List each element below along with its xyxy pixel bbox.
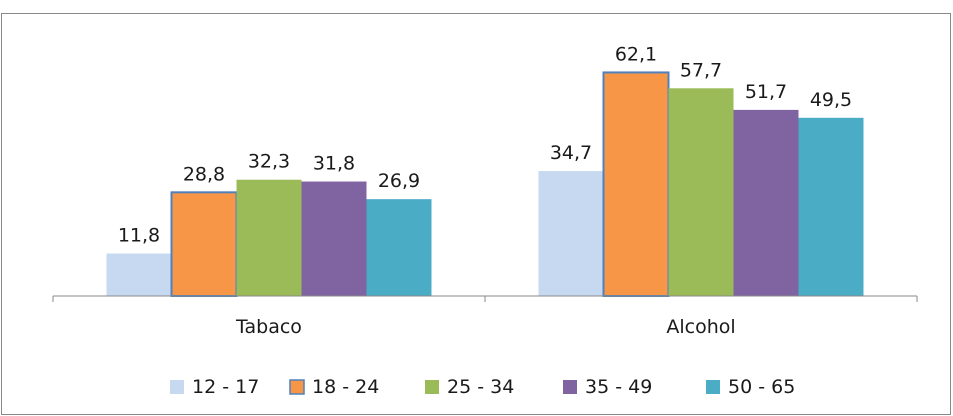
data-label: 49,5: [810, 89, 852, 111]
bar-alcohol-4: [798, 117, 864, 296]
legend-swatch: [425, 380, 439, 394]
category-label: Tabaco: [235, 316, 302, 338]
x-axis: Tabaco Alcohol: [52, 295, 918, 338]
legend-label: 25 - 34: [447, 376, 514, 398]
bar-alcohol-1: [602, 71, 670, 297]
bar-tabaco-1: [170, 191, 238, 298]
legend-label: 35 - 49: [585, 376, 652, 398]
bar-alcohol-0: [538, 171, 604, 296]
bar-tabaco-4: [366, 199, 432, 296]
legend-swatch: [289, 379, 305, 395]
legend-swatch: [706, 380, 720, 394]
data-labels: 11,8 28,8 32,3 31,8 26,9 34,7 62,1 57,7 51,7 49,5: [118, 43, 852, 246]
data-label: 32,3: [248, 151, 290, 173]
legend-label: 12 - 17: [192, 376, 259, 398]
data-label: 51,7: [745, 81, 787, 103]
data-label: 26,9: [378, 170, 420, 192]
bar-tabaco-2: [236, 179, 302, 296]
data-label: 31,8: [313, 153, 355, 175]
legend-swatch: [170, 380, 184, 394]
bar-alcohol-2: [668, 88, 734, 296]
legend-label: 50 - 65: [728, 376, 795, 398]
data-label: 34,7: [550, 142, 592, 164]
data-label: 28,8: [183, 163, 225, 185]
data-label: 11,8: [118, 225, 160, 247]
data-label: 57,7: [680, 59, 722, 81]
bar-tabaco-3: [301, 181, 367, 296]
bar-alcohol-3: [733, 109, 799, 296]
bars-group: [106, 71, 864, 298]
category-label: Alcohol: [666, 316, 735, 338]
legend-swatch: [563, 380, 577, 394]
legend-label: 18 - 24: [312, 376, 379, 398]
data-label: 62,1: [615, 43, 657, 65]
legend: 12 - 17 18 - 24 25 - 34 35 - 49 50 - 65: [170, 376, 795, 398]
bar-tabaco-0: [106, 253, 172, 296]
